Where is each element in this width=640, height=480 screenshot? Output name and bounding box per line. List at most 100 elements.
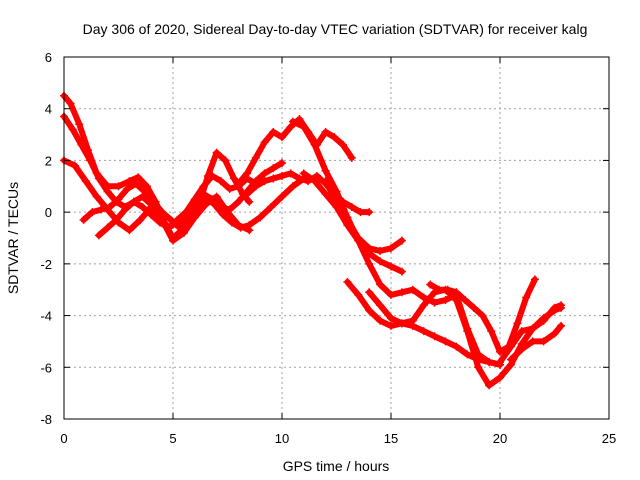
series-line <box>61 157 253 244</box>
data-point <box>121 205 130 214</box>
y-tick-label: 0 <box>45 205 52 220</box>
data-point <box>517 327 526 336</box>
data-point <box>173 215 182 224</box>
data-point <box>557 321 566 330</box>
data-point <box>105 202 114 211</box>
data-point <box>136 215 145 224</box>
data-point <box>134 173 143 182</box>
data-point <box>70 161 79 170</box>
data-point <box>114 195 123 204</box>
data-point <box>243 190 252 199</box>
data-point <box>430 298 439 307</box>
data-point <box>182 208 191 217</box>
data-point <box>295 174 304 183</box>
data-point <box>245 197 254 206</box>
data-point <box>310 177 319 186</box>
data-point <box>125 226 134 235</box>
data-point <box>225 205 234 214</box>
data-point <box>365 244 374 253</box>
data-point <box>234 179 243 188</box>
data-point <box>286 122 295 131</box>
data-point <box>365 208 374 217</box>
data-point <box>75 120 84 129</box>
y-tick-label: 2 <box>45 153 52 168</box>
data-point <box>164 223 173 232</box>
data-point <box>251 182 260 191</box>
data-point <box>330 133 339 142</box>
data-point <box>461 296 470 305</box>
data-point <box>94 231 103 240</box>
data-point <box>221 156 230 165</box>
data-point <box>299 169 308 178</box>
y-tick-label: -8 <box>40 412 52 427</box>
data-point <box>365 306 374 315</box>
data-point <box>397 319 406 328</box>
data-point <box>278 133 286 142</box>
data-point <box>245 221 254 230</box>
data-point <box>343 277 352 286</box>
series-track-14 <box>496 301 566 367</box>
y-axis-label: SDTVAR / TECUs <box>5 182 21 294</box>
data-point <box>97 205 106 214</box>
data-point <box>387 290 395 299</box>
data-point <box>94 174 103 183</box>
data-point <box>347 153 356 162</box>
data-point <box>260 169 269 178</box>
data-point <box>513 319 522 328</box>
data-point <box>408 285 417 294</box>
series-track-15 <box>506 321 566 364</box>
data-point <box>376 257 385 266</box>
data-point <box>550 303 559 312</box>
data-point <box>354 234 363 242</box>
x-tick-label: 15 <box>384 431 398 446</box>
data-point <box>506 342 515 351</box>
data-point <box>452 296 461 305</box>
grid-lines <box>64 57 609 419</box>
data-point <box>269 174 278 183</box>
data-point <box>550 329 559 338</box>
data-point <box>92 192 101 201</box>
data-point <box>155 218 164 227</box>
data-point <box>184 213 193 222</box>
data-point <box>138 202 147 211</box>
data-point <box>376 301 385 310</box>
data-point <box>212 148 221 157</box>
data-point <box>179 228 188 237</box>
data-point <box>522 293 531 302</box>
data-point <box>332 197 341 206</box>
data-point <box>387 321 395 330</box>
data-point <box>288 117 297 126</box>
plot-frame <box>63 56 610 420</box>
data-point <box>66 99 75 108</box>
data-point <box>236 223 245 232</box>
data-point <box>267 202 276 211</box>
data-point <box>114 182 123 191</box>
data-point <box>408 316 417 325</box>
data-point <box>299 122 308 131</box>
data-point <box>216 202 225 211</box>
data-point <box>129 197 138 206</box>
data-point <box>530 275 539 284</box>
data-point <box>225 184 234 193</box>
data-point <box>269 127 278 136</box>
data-point <box>365 288 374 297</box>
data-point <box>485 358 494 367</box>
data-point <box>103 223 112 232</box>
y-axis-ticks: -8 -6 -4 -2 0 2 4 6 <box>40 50 609 427</box>
data-point <box>354 290 363 299</box>
data-point <box>190 197 199 206</box>
y-tick-label: -2 <box>40 257 52 272</box>
data-point <box>339 140 348 149</box>
data-point <box>487 327 496 336</box>
series-line <box>507 322 564 363</box>
x-axis-ticks: 0 5 10 15 20 25 <box>60 57 616 446</box>
data-point <box>441 296 450 305</box>
data-point <box>485 381 494 390</box>
data-point <box>426 280 435 289</box>
data-point <box>169 236 177 245</box>
data-point <box>443 285 452 294</box>
data-point <box>496 373 504 382</box>
data-point <box>286 169 295 178</box>
data-point <box>419 301 428 310</box>
